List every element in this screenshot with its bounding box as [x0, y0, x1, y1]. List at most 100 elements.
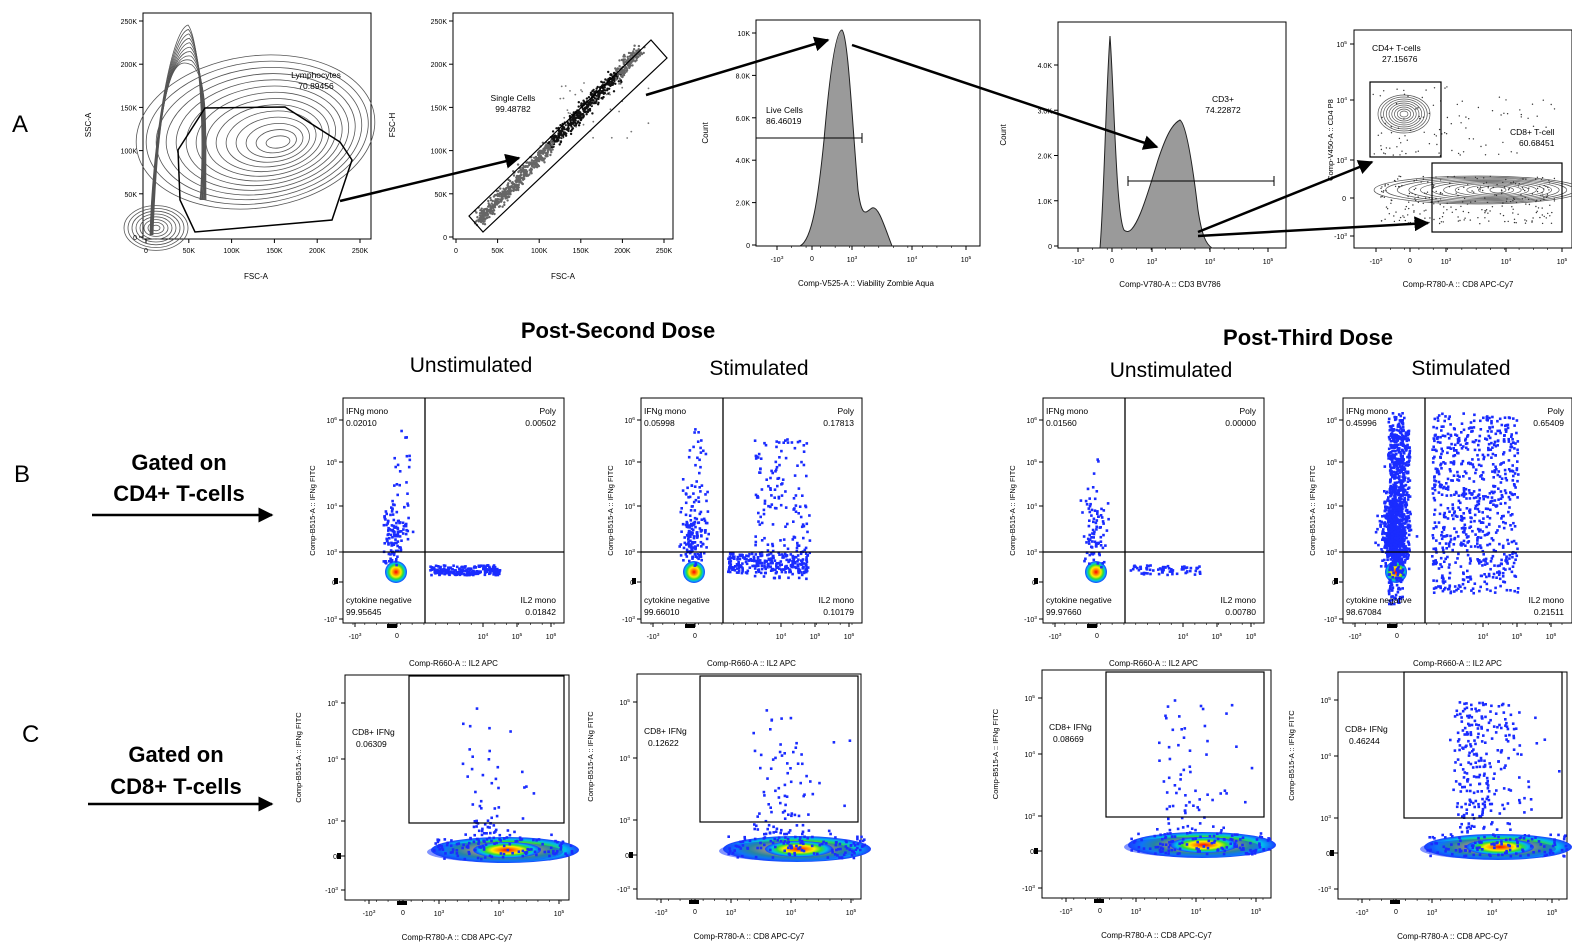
event-dot [1390, 202, 1392, 204]
event-dot [1400, 549, 1404, 552]
event-dot [1395, 569, 1399, 572]
event-dot [1388, 213, 1391, 215]
event-dot [1394, 416, 1398, 419]
event-dot [1432, 587, 1436, 590]
tick-label: 0 [395, 633, 399, 640]
event-dot [792, 558, 796, 562]
event-dot [489, 571, 492, 574]
event-dot [1477, 443, 1480, 447]
event-dot [1095, 490, 1099, 493]
event-dot [493, 565, 497, 569]
event-dot [1401, 507, 1404, 511]
event-dot [1453, 443, 1457, 447]
event-dot [1397, 449, 1401, 452]
event-dot [1446, 446, 1450, 449]
event-dot [1456, 557, 1459, 560]
tick-label: -103 [324, 615, 337, 624]
event-dot [1513, 424, 1516, 427]
event-dot [763, 571, 767, 575]
event-dot [1462, 495, 1466, 498]
event-dot [733, 557, 736, 560]
event-dot [1519, 109, 1521, 111]
event-dot [516, 163, 520, 166]
event-dot [1389, 432, 1393, 436]
event-dot [1462, 572, 1465, 576]
event-dot [1496, 511, 1499, 515]
event-dot [1393, 507, 1396, 510]
cytokine-negative-label: cytokine negative [644, 595, 710, 605]
cd8-gate-value: 60.68451 [1519, 138, 1555, 148]
event-dot [692, 536, 696, 540]
event-dot [1158, 567, 1162, 570]
event-dot [1442, 515, 1446, 519]
event-dot [1394, 486, 1398, 489]
event-dot [1146, 572, 1149, 575]
event-dot [560, 85, 563, 88]
event-dot [1479, 189, 1481, 191]
event-dot [551, 148, 554, 151]
event-dot [691, 549, 694, 552]
event-dot [1408, 510, 1412, 514]
event-dot [1403, 549, 1407, 552]
event-dot [1517, 185, 1520, 187]
event-dot [1388, 425, 1392, 428]
cd3-gate-label: CD3+ [1212, 94, 1234, 104]
event-dot [1490, 490, 1493, 494]
density-contour [135, 213, 177, 243]
event-dot [535, 159, 538, 163]
event-dot [1444, 462, 1447, 465]
density-contour [147, 221, 165, 234]
event-dot [497, 189, 500, 193]
event-dot [1407, 495, 1410, 499]
event-dot [727, 557, 730, 560]
event-dot [1457, 479, 1461, 482]
event-dot [746, 569, 750, 573]
event-dot [685, 555, 689, 558]
event-dot [1469, 545, 1473, 548]
event-dot [512, 174, 516, 177]
event-dot [571, 127, 575, 130]
event-dot [569, 90, 571, 92]
density-contour [143, 219, 169, 237]
event-dot [1142, 571, 1146, 575]
event-dot [1522, 188, 1525, 190]
event-dot [440, 572, 444, 575]
density-contour [1385, 100, 1423, 128]
event-dot [1553, 200, 1556, 202]
event-dot [400, 429, 403, 433]
event-dot [788, 558, 791, 562]
event-dot [1392, 497, 1396, 500]
event-dot [1096, 542, 1100, 545]
event-dot [700, 558, 703, 562]
event-dot [1444, 542, 1448, 545]
event-dot [1472, 490, 1476, 493]
event-dot [771, 561, 774, 565]
event-dot [1451, 514, 1454, 517]
event-dot [769, 569, 773, 572]
event-dot [784, 439, 787, 442]
event-dot [1399, 482, 1403, 485]
event-dot [534, 158, 538, 161]
event-dot [793, 565, 797, 569]
plot-frame [640, 397, 863, 624]
event-dot [1454, 561, 1457, 564]
event-dot [784, 506, 788, 509]
event-dot [1550, 103, 1552, 106]
tick-label: -103 [647, 632, 660, 641]
event-dot [1384, 514, 1388, 517]
event-dot [1506, 113, 1509, 115]
event-dot [508, 189, 511, 192]
event-dot [1504, 472, 1507, 476]
event-dot [1432, 559, 1435, 563]
event-dot [626, 55, 629, 59]
event-dot [1495, 576, 1498, 579]
event-dot [1388, 437, 1391, 441]
event-dot [1446, 451, 1449, 455]
event-dot [591, 98, 594, 102]
event-dot [1387, 435, 1391, 439]
event-dot [1468, 511, 1472, 514]
event-dot [1487, 442, 1491, 446]
event-dot [1388, 515, 1392, 518]
event-dot [1400, 461, 1404, 465]
event-dot [780, 570, 784, 574]
